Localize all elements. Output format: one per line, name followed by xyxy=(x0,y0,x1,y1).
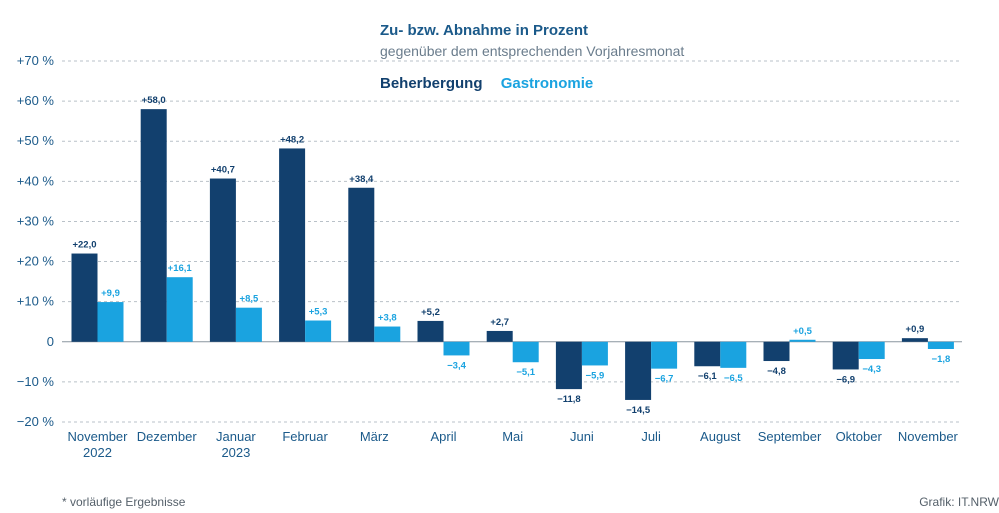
data-label-beherbergung: −4,8 xyxy=(767,366,786,377)
data-label-beherbergung: +0,9 xyxy=(906,324,925,335)
bar-gastronomie xyxy=(651,341,678,369)
data-label-beherbergung: −6,9 xyxy=(836,374,855,385)
bar-beherbergung xyxy=(348,187,375,342)
data-label-gastronomie: +0,5 xyxy=(793,326,812,337)
bar-gastronomie xyxy=(720,341,747,368)
data-label-beherbergung: +2,7 xyxy=(490,317,509,328)
bar-beherbergung xyxy=(901,338,928,342)
bar-beherbergung xyxy=(694,341,721,367)
bar-gastronomie xyxy=(305,320,332,342)
bar-beherbergung xyxy=(71,253,98,342)
data-label-gastronomie: +3,8 xyxy=(378,313,397,324)
x-tick-label: Dezember xyxy=(137,429,198,444)
bar-gastronomie xyxy=(927,341,954,349)
y-tick-label: +40 % xyxy=(17,173,55,188)
data-label-beherbergung: +5,2 xyxy=(421,307,440,318)
data-label-gastronomie: −6,7 xyxy=(655,374,674,385)
bar-gastronomie xyxy=(97,302,124,342)
legend-gastronomie: Gastronomie xyxy=(500,75,594,92)
y-tick-label: +70 % xyxy=(17,53,55,68)
bar-gastronomie xyxy=(443,341,470,356)
bar-chart: +70 % +60 % +50 % +40 % +30 % +20 % +10 % 0 −10 … xyxy=(17,53,962,460)
x-tick-label: Juni xyxy=(570,429,594,444)
bar-gastronomie xyxy=(235,307,262,342)
data-label-gastronomie: −4,3 xyxy=(862,364,881,375)
x-tick-label: Oktober xyxy=(836,429,883,444)
legend-beherbergung: Beherbergung xyxy=(380,75,483,92)
x-tick-label: August xyxy=(700,429,741,444)
bar-beherbergung xyxy=(555,341,582,390)
x-tick-label: Januar xyxy=(216,429,256,444)
x-tick-label: Juli xyxy=(641,429,661,444)
data-label-gastronomie: −6,5 xyxy=(724,373,743,384)
bar-beherbergung xyxy=(486,330,513,342)
data-label-beherbergung: +48,2 xyxy=(280,134,304,145)
y-tick-label: +30 % xyxy=(17,213,55,228)
credit: Grafik: IT.NRW xyxy=(919,495,999,509)
bar-gastronomie xyxy=(374,326,401,342)
bar-beherbergung xyxy=(140,109,167,342)
x-tick-label: Mai xyxy=(502,429,523,444)
y-tick-label: +60 % xyxy=(17,93,55,108)
y-tick-label: +20 % xyxy=(17,254,55,269)
chart-subtitle: gegenüber dem entsprechenden Vorjahresmo… xyxy=(380,43,685,59)
bar-beherbergung xyxy=(832,341,859,370)
bar-beherbergung xyxy=(763,341,790,362)
x-tick-label: November xyxy=(898,429,959,444)
data-label-beherbergung: −11,8 xyxy=(557,394,581,405)
data-label-gastronomie: −5,9 xyxy=(586,370,605,381)
data-label-beherbergung: +40,7 xyxy=(211,165,235,176)
data-label-gastronomie: +5,3 xyxy=(309,307,328,318)
data-label-gastronomie: −1,8 xyxy=(932,354,951,365)
y-tick-label: −10 % xyxy=(17,374,55,389)
data-label-gastronomie: −5,1 xyxy=(516,367,535,378)
data-label-gastronomie: +9,9 xyxy=(101,288,120,299)
x-tick-label: Februar xyxy=(282,429,328,444)
bar-beherbergung xyxy=(625,341,652,400)
data-label-beherbergung: −14,5 xyxy=(626,405,651,416)
x-tick-sublabel: 2022 xyxy=(83,445,112,460)
x-tick-label: November xyxy=(68,429,129,444)
data-label-gastronomie: −3,4 xyxy=(447,360,466,371)
data-label-beherbergung: +22,0 xyxy=(72,240,96,251)
x-tick-label: April xyxy=(430,429,456,444)
bar-beherbergung xyxy=(209,178,236,342)
legend: Beherbergung Gastronomie xyxy=(380,75,593,92)
x-tick-sublabel: 2023 xyxy=(221,445,250,460)
bar-gastronomie xyxy=(512,341,539,363)
footnote: * vorläufige Ergebnisse xyxy=(62,495,186,509)
x-tick-label: März xyxy=(360,429,389,444)
data-label-gastronomie: +8,5 xyxy=(240,294,259,305)
bar-beherbergung xyxy=(279,148,306,342)
data-label-beherbergung: −6,1 xyxy=(698,371,717,382)
y-tick-label: +50 % xyxy=(17,133,55,148)
chart-title: Zu- bzw. Abnahme in Prozent xyxy=(380,22,589,39)
data-label-beherbergung: +38,4 xyxy=(349,174,374,185)
data-label-beherbergung: +58,0 xyxy=(142,95,166,106)
bar-gastronomie xyxy=(581,341,608,366)
y-tick-label: +10 % xyxy=(17,294,55,309)
data-label-gastronomie: +16,1 xyxy=(168,263,193,274)
bar-gastronomie xyxy=(858,341,885,360)
bar-beherbergung xyxy=(417,320,444,342)
bar-gastronomie xyxy=(166,277,193,342)
x-tick-label: September xyxy=(758,429,822,444)
y-tick-label: −20 % xyxy=(17,414,55,429)
y-tick-label: 0 xyxy=(47,334,54,349)
bar-gastronomie xyxy=(789,339,816,342)
